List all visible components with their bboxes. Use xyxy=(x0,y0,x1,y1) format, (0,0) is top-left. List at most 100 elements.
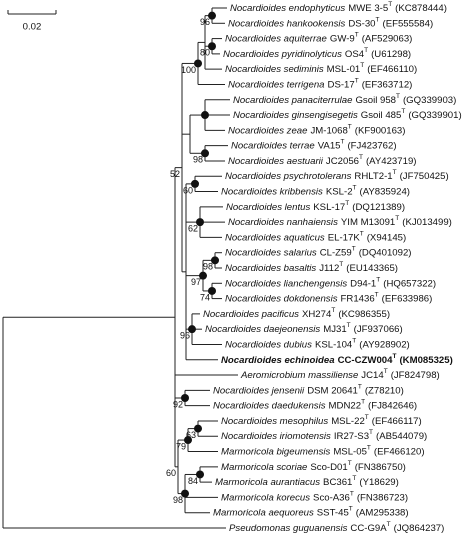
strain: MSL-05 xyxy=(333,446,367,457)
bootstrap-value: 79 xyxy=(176,441,186,451)
strain: JC2056 xyxy=(326,155,359,166)
type-mark: T xyxy=(360,230,364,237)
leaf-label: Nocardioides lentus KSL-17T (DQ121389) xyxy=(226,200,405,213)
type-mark: T xyxy=(352,475,356,482)
node-dot xyxy=(188,325,196,334)
accession: (KF900163) xyxy=(355,125,406,136)
strain: DS-30 xyxy=(348,18,375,29)
bootstrap-value: 63 xyxy=(186,430,196,440)
leaf-label: Nocardioides echinoidea CC-CZW004T (KM0853… xyxy=(221,352,453,365)
leaf-label: Nocardioides kribbensis KSL-2T (AY835924) xyxy=(221,184,410,197)
type-mark: T xyxy=(359,154,363,161)
accession: (FJ423762) xyxy=(347,140,396,151)
strain: DS-17 xyxy=(328,79,355,90)
leaf-label: Nocardioides zeae JM-1068T (KF900163) xyxy=(228,123,405,136)
type-mark: T xyxy=(348,460,352,467)
scale-bar-label: 0.02 xyxy=(23,22,42,33)
leaf-label: Nocardioides aquaticus EL-17KT (X94145) xyxy=(225,230,406,243)
strain: SST-45 xyxy=(317,507,349,518)
species-name: Nocardioides ginsengisegetis xyxy=(233,110,358,121)
leaf-label: Nocardioides hankookensis DS-30T (EF555584… xyxy=(228,16,433,29)
type-mark: T xyxy=(345,200,349,207)
type-mark: T xyxy=(367,444,371,451)
type-mark: T xyxy=(388,1,392,8)
strain: RHLT2-1 xyxy=(354,171,392,182)
species-name: Nocardioides hankookensis xyxy=(228,18,346,29)
strain: VA15 xyxy=(318,140,341,151)
strain: MDN22 xyxy=(329,400,362,411)
type-mark: T xyxy=(360,62,364,69)
strain: Gsoil 485 xyxy=(361,110,402,121)
accession: (KC986355) xyxy=(338,308,390,319)
bootstrap-value: 74 xyxy=(200,292,210,302)
accession: (DQ401092) xyxy=(359,247,412,258)
accession: (AB544079) xyxy=(376,431,427,442)
species-name: Nocardioides panaciterrulae xyxy=(233,94,352,105)
species-name: Nocardioides daedukensis xyxy=(213,400,326,411)
type-mark: T xyxy=(341,138,345,145)
species-name: Marmoricola bigeumensis xyxy=(221,446,331,457)
accession: (GQ339903) xyxy=(403,94,456,105)
strain: KSL-104 xyxy=(315,339,353,350)
leaf-label: Nocardioides dubius KSL-104T (AY928902) xyxy=(225,337,410,350)
leaf-label: Nocardioides endophyticus MWE 3-5T (KC8784… xyxy=(230,1,447,14)
node-dot xyxy=(184,436,192,445)
leaf-label: Aeromicrobium massiliense JC14T (JF824798) xyxy=(240,368,440,381)
accession: (EF363712) xyxy=(362,79,413,90)
node-dot xyxy=(181,489,189,498)
type-mark: T xyxy=(364,47,368,54)
node-dot xyxy=(191,179,199,188)
node-dot xyxy=(201,149,209,158)
node-dot xyxy=(201,111,209,120)
accession: (Y18629) xyxy=(359,477,398,488)
leaf-label: Nocardioides aestuarii JC2056T (AY423719) xyxy=(228,154,416,167)
leaf-label: Nocardioides lianchengensis D94-1T (HQ6573… xyxy=(225,276,436,289)
type-mark: T xyxy=(376,16,380,23)
species-name: Nocardioides aquaticus xyxy=(225,232,325,243)
accession: (EF466120) xyxy=(374,446,425,457)
accession: (AF529063) xyxy=(362,33,413,44)
node-dot xyxy=(181,394,189,402)
strain: CL-Z59 xyxy=(320,247,352,258)
strain: FR1436 xyxy=(341,293,375,304)
accession: (FJ842646) xyxy=(368,400,417,411)
species-name: Nocardioides dokdonensis xyxy=(225,293,338,304)
leaf-label: Nocardioides basaltis J112T (EU143365) xyxy=(225,261,398,274)
node-dot xyxy=(194,59,202,68)
bootstrap-value: 98 xyxy=(203,262,213,272)
node-dot xyxy=(194,424,202,433)
bootstrap-value: 100 xyxy=(181,65,196,75)
bootstrap-value: 92 xyxy=(173,399,183,409)
accession: (Z78210) xyxy=(365,385,404,396)
node-dot xyxy=(208,11,216,20)
strain: CC-CZW004 xyxy=(338,354,394,365)
species-name: Nocardioides endophyticus xyxy=(230,3,345,14)
species-name: Nocardioides lentus xyxy=(226,201,310,212)
species-name: Nocardioides jensenii xyxy=(213,385,305,396)
accession: (EF633986) xyxy=(382,293,433,304)
type-mark: T xyxy=(352,245,356,252)
species-name: Nocardioides nanhaiensis xyxy=(228,217,338,228)
strain: CC-G9A xyxy=(350,523,387,534)
accession: (EF555584) xyxy=(383,18,434,29)
leaf-label: Nocardioides aquiterrae GW-9T (AF529063) xyxy=(225,31,412,44)
species-name: Nocardioides iriomotensis xyxy=(221,431,331,442)
type-mark: T xyxy=(365,414,369,421)
type-mark: T xyxy=(375,291,379,298)
node-dot xyxy=(211,256,219,265)
species-name: Nocardioides dubius xyxy=(225,339,312,350)
leaf-label: Nocardioides nanhaiensis YIM M13091T (KJ01… xyxy=(228,215,452,228)
strain: MWE 3-5 xyxy=(348,3,388,14)
species-name: Marmoricola aurantiacus xyxy=(215,477,320,488)
strain: DSM 20641 xyxy=(307,385,358,396)
node-dot xyxy=(208,286,216,295)
type-mark: T xyxy=(355,77,359,84)
strain: YIM M13091 xyxy=(341,217,395,228)
strain: MSL-01 xyxy=(327,64,361,75)
strain: OS4 xyxy=(345,48,365,59)
type-mark: T xyxy=(339,261,343,268)
strain: IR27-S3 xyxy=(334,431,369,442)
type-mark: T xyxy=(347,322,351,329)
